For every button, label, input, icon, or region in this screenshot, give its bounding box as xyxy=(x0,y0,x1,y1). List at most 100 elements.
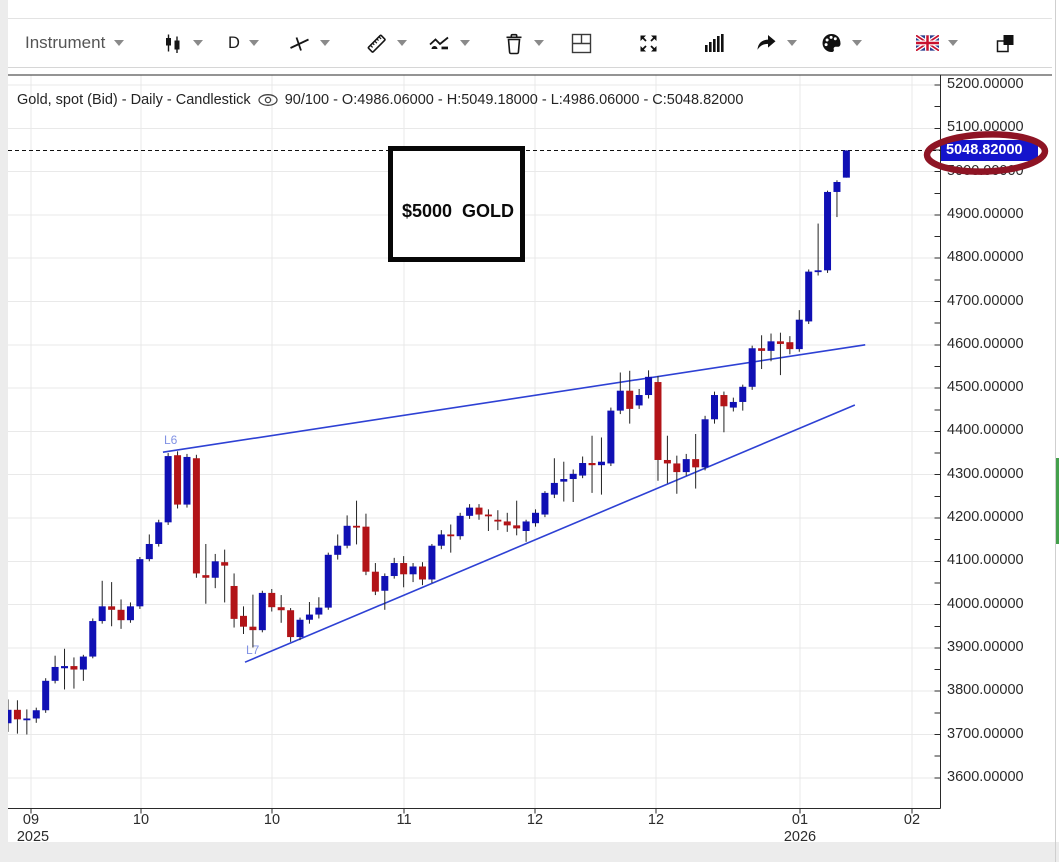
chart-title: Gold, spot (Bid) - Daily - Candlestick 9… xyxy=(17,92,743,108)
candle-body-up xyxy=(795,319,803,350)
indicator-tool[interactable] xyxy=(428,19,470,67)
toolbar: Instrument D xyxy=(8,18,1052,68)
candle-body-up xyxy=(456,515,464,537)
candle-body-down xyxy=(108,606,116,610)
candle-body-down xyxy=(786,342,794,350)
candle-body-down xyxy=(362,526,370,572)
candle-body-up xyxy=(343,525,351,546)
candle-body-up xyxy=(4,709,12,724)
candle-body-down xyxy=(70,666,78,670)
candle-body-down xyxy=(494,519,502,522)
delete-tool[interactable] xyxy=(503,19,544,67)
candle-body-up xyxy=(729,401,737,408)
candle-body-up xyxy=(824,191,832,271)
candle-body-up xyxy=(155,522,163,544)
candle-body-up xyxy=(164,456,172,523)
chevron-down-icon xyxy=(460,40,470,46)
split-panel-button[interactable] xyxy=(570,19,593,67)
candle-body-up xyxy=(32,710,40,719)
candle-body-down xyxy=(192,458,200,574)
candle-body-down xyxy=(475,507,483,515)
trend-line-tool[interactable] xyxy=(288,19,330,67)
candle-body-up xyxy=(635,395,643,406)
candle-body-down xyxy=(776,341,784,344)
ruler-icon xyxy=(367,34,386,53)
candle-body-up xyxy=(522,521,530,531)
candle-body-up xyxy=(616,390,624,411)
chevron-down-icon xyxy=(114,40,125,46)
bring-to-front-button[interactable] xyxy=(994,19,1017,67)
price-target-annotation-box[interactable]: $5000 GOLD xyxy=(388,146,525,262)
candle-body-down xyxy=(758,348,766,351)
volume-toggle-button[interactable] xyxy=(703,19,725,67)
candle-body-down xyxy=(663,459,671,464)
trash-icon xyxy=(506,33,522,54)
ruler-tool[interactable] xyxy=(365,19,407,67)
candle-body-up xyxy=(315,607,323,615)
chevron-down-icon xyxy=(320,40,330,46)
share-button[interactable] xyxy=(755,19,797,67)
window-left-margin xyxy=(0,0,8,862)
trendline-L6[interactable] xyxy=(162,344,866,453)
candle-body-down xyxy=(268,592,276,608)
candle-body-up xyxy=(296,619,304,638)
indicator-icon xyxy=(429,36,449,50)
candle-body-up xyxy=(748,348,756,387)
candle-body-up xyxy=(98,606,106,622)
price-target-annotation-label: $5000 GOLD xyxy=(402,200,515,221)
overlapping-squares-icon xyxy=(996,34,1014,52)
candle-body-up xyxy=(550,482,558,495)
candle-body-up xyxy=(466,507,474,516)
instrument-selector[interactable]: Instrument xyxy=(25,19,125,67)
candle-body-up xyxy=(42,680,50,711)
candle-body-up xyxy=(541,492,549,515)
candle-body-up xyxy=(305,614,313,620)
eye-icon[interactable] xyxy=(258,94,278,106)
theme-palette-button[interactable] xyxy=(820,19,862,67)
candle-body-up xyxy=(711,395,718,420)
candle-body-up xyxy=(409,566,417,575)
candle-body-up xyxy=(645,376,653,396)
candle-body-down xyxy=(202,575,210,578)
candle-body-up xyxy=(89,621,97,657)
chevron-down-icon xyxy=(948,40,958,46)
trendline-L7[interactable] xyxy=(244,404,856,663)
candle-body-down xyxy=(484,514,492,517)
share-arrow-icon xyxy=(757,35,776,50)
candle-body-up xyxy=(560,479,568,482)
trendline-label-L7: L7 xyxy=(246,643,260,657)
instrument-selector-label: Instrument xyxy=(25,33,106,52)
candle-body-up xyxy=(579,463,587,476)
candle-body-down xyxy=(353,525,361,528)
candle-body-down xyxy=(221,562,229,566)
language-selector[interactable] xyxy=(916,19,958,67)
chart-style-selector[interactable] xyxy=(162,19,203,67)
candle-body-up xyxy=(805,271,813,322)
candle-body-down xyxy=(418,566,426,580)
candle-body-down xyxy=(13,709,21,720)
trendline-label-L6: L6 xyxy=(164,433,178,447)
candle-body-down xyxy=(287,610,295,638)
candle-body-down xyxy=(400,563,408,575)
fullscreen-button[interactable] xyxy=(637,19,660,67)
candle-body-down xyxy=(720,395,728,407)
scrollbar-track[interactable] xyxy=(1055,0,1056,862)
candle-body-up xyxy=(61,666,69,669)
candle-body-down xyxy=(240,615,247,627)
candle-body-up xyxy=(532,512,540,524)
candle-body-up xyxy=(569,473,577,480)
timeframe-selector[interactable]: D xyxy=(228,19,259,67)
candle-body-up xyxy=(597,461,605,466)
candle-body-up xyxy=(79,656,87,670)
candle-body-up xyxy=(381,576,389,591)
candle-body-down xyxy=(513,525,521,529)
current-price-badge: 5048.82000 xyxy=(941,140,1038,161)
candle-body-down xyxy=(174,455,182,505)
chevron-down-icon xyxy=(852,40,862,46)
candle-body-down xyxy=(692,459,700,468)
window-bottom-margin xyxy=(0,842,1059,862)
scrollbar-marker[interactable] xyxy=(1056,458,1059,544)
candle-body-up xyxy=(814,270,822,273)
candle-body-up xyxy=(833,181,841,192)
